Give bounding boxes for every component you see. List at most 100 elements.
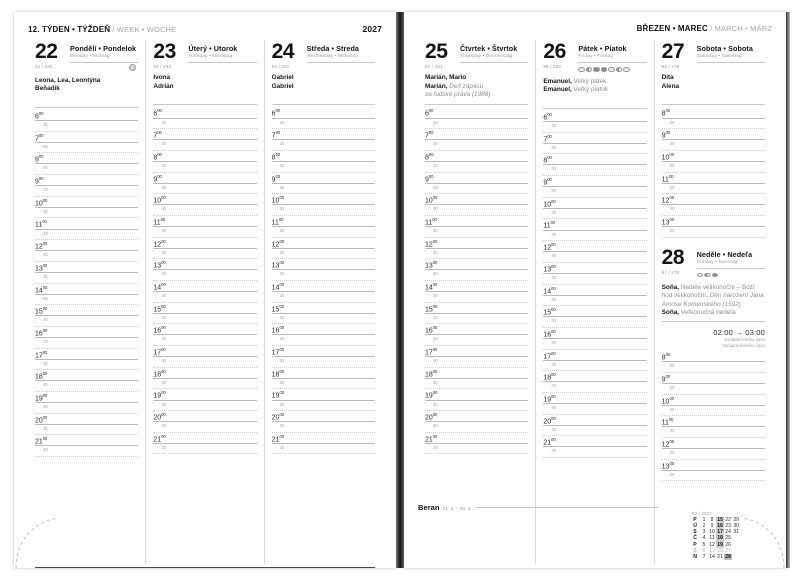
hour-row[interactable]: 600 (35, 110, 139, 122)
hour-row[interactable]: 1900 (35, 392, 139, 404)
half-hour-row[interactable]: 30 (425, 314, 529, 325)
hour-row[interactable]: 700 (35, 132, 139, 143)
hour-row[interactable]: 2100 (425, 433, 529, 444)
mini-calendar-day[interactable]: 19 (716, 541, 725, 548)
hour-row[interactable]: 900 (271, 173, 375, 184)
note-line[interactable] (212, 568, 375, 580)
hour-row[interactable]: 1500 (271, 303, 375, 314)
half-hour-row[interactable]: 30 (425, 184, 529, 195)
half-hour-row[interactable]: 30 (543, 339, 647, 350)
half-hour-row[interactable]: 30 (35, 273, 139, 284)
hour-row[interactable]: 1400 (425, 281, 529, 293)
half-hour-row[interactable]: 30 (35, 360, 139, 371)
day-column-23[interactable]: 23 82 / 283 Úterý • Utorok Tuesday • Dienst… (145, 40, 263, 564)
half-hour-row[interactable]: 30 (543, 165, 647, 177)
hour-row[interactable]: 1100 (153, 216, 257, 227)
hour-row[interactable]: 800 (35, 153, 139, 165)
half-hour-row[interactable]: 30 (35, 316, 139, 327)
half-hour-row[interactable]: 30 (153, 401, 257, 412)
hour-row[interactable]: 900 (153, 173, 257, 184)
hour-row[interactable]: 800 (271, 151, 375, 162)
note-line[interactable] (35, 568, 198, 580)
half-hour-row[interactable]: 30 (543, 122, 647, 133)
hour-row[interactable]: 2000 (153, 411, 257, 423)
hour-row[interactable]: 1200 (35, 240, 139, 252)
half-hour-row[interactable]: 30 (543, 361, 647, 372)
mini-calendar-day[interactable]: 26 (725, 541, 731, 548)
mini-calendar-day[interactable]: 1 (702, 516, 706, 523)
half-hour-row[interactable]: 30 (543, 404, 647, 415)
mini-calendar-day[interactable]: 23 (725, 522, 731, 529)
half-hour-row[interactable]: 30 (425, 140, 529, 151)
mini-calendar-day[interactable]: 25 (725, 535, 731, 542)
half-hour-row[interactable]: 30 (543, 252, 647, 263)
half-hour-row[interactable]: 30 (153, 444, 257, 455)
hour-row[interactable]: 700 (543, 133, 647, 144)
mini-calendar-day[interactable]: 17 (716, 529, 725, 536)
half-hour-row[interactable]: 30 (271, 184, 375, 195)
hour-row[interactable]: 1000 (543, 198, 647, 209)
hour-row[interactable]: 1400 (35, 284, 139, 295)
mini-calendar-day[interactable]: 3 (702, 529, 706, 536)
half-hour-row[interactable]: 30 (271, 292, 375, 303)
hour-row[interactable]: 1200 (271, 238, 375, 249)
half-hour-row[interactable]: 30 (153, 227, 257, 238)
hour-row[interactable]: 1500 (35, 305, 139, 317)
day-column-24[interactable]: 24 83 / 282 Středa • Streda Wednesday • Mit… (263, 40, 382, 564)
mini-calendar-day[interactable]: 4 (702, 535, 706, 542)
notes-column[interactable] (35, 568, 198, 580)
half-hour-row[interactable]: 30 (153, 422, 257, 433)
half-hour-row[interactable]: 30 (271, 422, 375, 433)
mini-calendar-day[interactable]: 24 (725, 529, 731, 536)
hour-row[interactable]: 1800 (271, 368, 375, 379)
mini-calendar-day[interactable]: 2 (702, 522, 706, 529)
hour-row[interactable]: 1000 (271, 194, 375, 206)
hour-row[interactable]: 1300 (661, 460, 765, 471)
half-hour-row[interactable]: 30 (425, 335, 529, 347)
half-hour-row[interactable]: 30 (271, 357, 375, 368)
half-hour-row[interactable]: 30 (271, 335, 375, 347)
hour-row[interactable]: 700 (153, 129, 257, 141)
half-hour-row[interactable]: 30 (35, 230, 139, 241)
hour-row[interactable]: 1100 (271, 216, 375, 227)
half-hour-row[interactable]: 30 (661, 471, 765, 482)
half-hour-row[interactable]: 30 (425, 357, 529, 368)
half-hour-row[interactable]: 30 (661, 205, 765, 216)
mini-calendar-day[interactable]: 10 (709, 529, 715, 536)
half-hour-row[interactable]: 30 (425, 162, 529, 173)
hour-row[interactable]: 600 (425, 107, 529, 119)
hour-row[interactable]: 1300 (661, 216, 765, 227)
mini-calendar-day[interactable]: 14 (709, 553, 715, 560)
half-hour-row[interactable]: 30 (271, 314, 375, 325)
mini-calendar-day[interactable]: 7 (702, 553, 706, 560)
mini-calendar-day[interactable]: 20 (717, 547, 723, 554)
hour-row[interactable]: 2100 (271, 433, 375, 444)
half-hour-row[interactable]: 30 (543, 382, 647, 393)
half-hour-row[interactable]: 30 (35, 425, 139, 436)
half-hour-row[interactable]: 30 (661, 162, 765, 173)
hour-row[interactable]: 1100 (425, 216, 529, 227)
half-hour-row[interactable]: 30 (661, 449, 765, 460)
hour-row[interactable]: 1600 (271, 324, 375, 336)
hour-row[interactable]: 1200 (153, 238, 257, 249)
hour-row[interactable]: 1700 (271, 346, 375, 358)
hour-row[interactable]: 1100 (35, 218, 139, 230)
half-hour-row[interactable]: 30 (153, 270, 257, 281)
hour-row[interactable]: 1200 (425, 238, 529, 249)
half-hour-row[interactable]: 30 (661, 227, 765, 238)
half-hour-row[interactable]: 30 (271, 270, 375, 281)
mini-calendar-day[interactable]: 6 (702, 547, 706, 554)
half-hour-row[interactable]: 30 (271, 401, 375, 412)
hour-row[interactable]: 1500 (153, 303, 257, 314)
half-hour-row[interactable]: 30 (35, 403, 139, 414)
half-hour-row[interactable]: 30 (661, 427, 765, 439)
half-hour-row[interactable]: 30 (425, 119, 529, 130)
half-hour-row[interactable]: 30 (661, 406, 765, 417)
hour-row[interactable]: 1400 (271, 281, 375, 293)
half-hour-row[interactable]: 30 (661, 119, 765, 130)
hour-row[interactable]: 800 (153, 151, 257, 162)
half-hour-row[interactable]: 30 (543, 447, 647, 458)
hour-row[interactable]: 1900 (153, 389, 257, 401)
hour-row[interactable]: 1600 (153, 324, 257, 336)
half-hour-row[interactable]: 30 (153, 292, 257, 303)
